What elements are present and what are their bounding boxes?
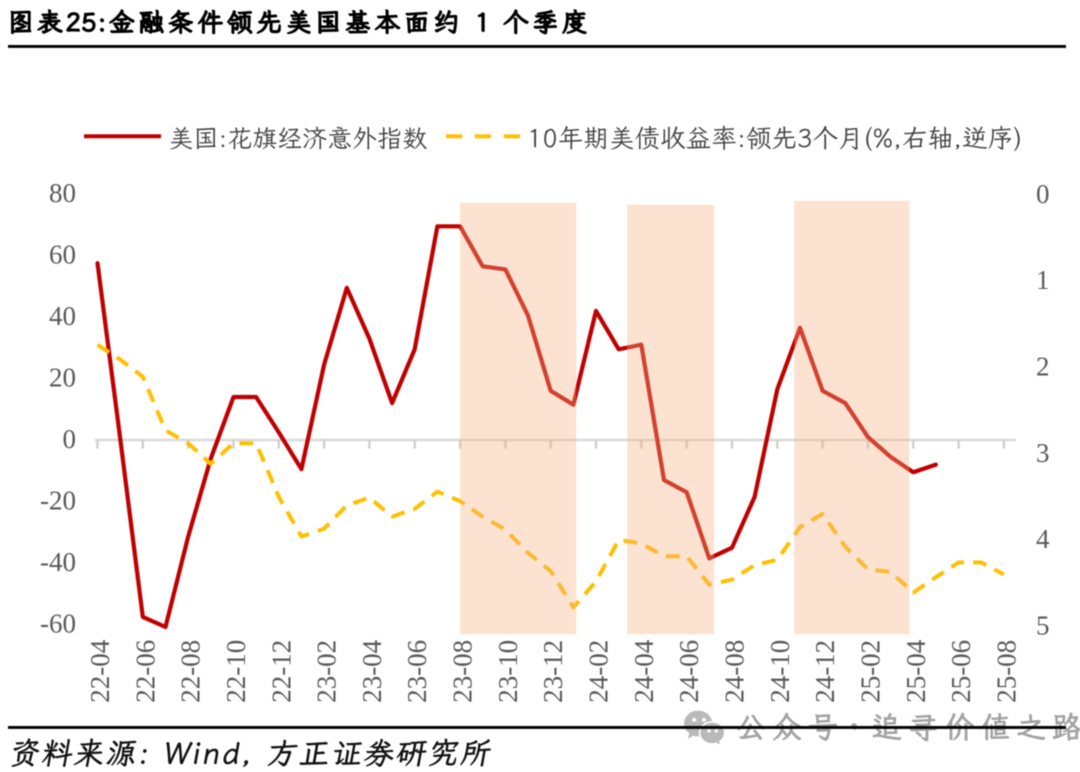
svg-text:23-10: 23-10 — [493, 640, 523, 703]
svg-text:24-10: 24-10 — [765, 640, 795, 703]
svg-text:22-04: 22-04 — [85, 639, 115, 702]
svg-text:22-08: 22-08 — [176, 640, 206, 703]
svg-text:-60: -60 — [40, 609, 76, 639]
svg-text:60: 60 — [49, 240, 76, 270]
svg-text:25-04: 25-04 — [901, 639, 931, 702]
svg-text:1: 1 — [1036, 265, 1050, 295]
svg-text:20: 20 — [49, 363, 76, 393]
svg-text:25-08: 25-08 — [991, 640, 1021, 703]
svg-text:2: 2 — [1036, 352, 1050, 382]
svg-text:-40: -40 — [40, 547, 76, 577]
svg-text:22-12: 22-12 — [266, 640, 296, 703]
svg-text:25-02: 25-02 — [855, 640, 885, 703]
svg-text:22-06: 22-06 — [130, 640, 160, 703]
svg-text:22-10: 22-10 — [221, 640, 251, 703]
svg-text:24-06: 24-06 — [674, 640, 704, 703]
svg-text:0: 0 — [1036, 179, 1050, 209]
svg-text:23-04: 23-04 — [357, 639, 387, 702]
svg-text:80: 80 — [49, 178, 76, 208]
svg-text:25-06: 25-06 — [946, 640, 976, 703]
svg-text:4: 4 — [1036, 524, 1050, 554]
svg-text:23-12: 23-12 — [538, 640, 568, 703]
svg-text:5: 5 — [1036, 611, 1050, 641]
svg-text:40: 40 — [49, 301, 76, 331]
svg-text:23-02: 23-02 — [312, 640, 342, 703]
svg-text:3: 3 — [1036, 438, 1050, 468]
svg-text:23-06: 23-06 — [402, 640, 432, 703]
svg-text:23-08: 23-08 — [448, 640, 478, 703]
svg-text:24-02: 24-02 — [584, 640, 614, 703]
svg-text:24-08: 24-08 — [720, 640, 750, 703]
svg-text:24-04: 24-04 — [629, 639, 659, 702]
svg-text:-20: -20 — [40, 486, 76, 516]
svg-text:0: 0 — [63, 424, 77, 454]
svg-text:24-12: 24-12 — [810, 640, 840, 703]
